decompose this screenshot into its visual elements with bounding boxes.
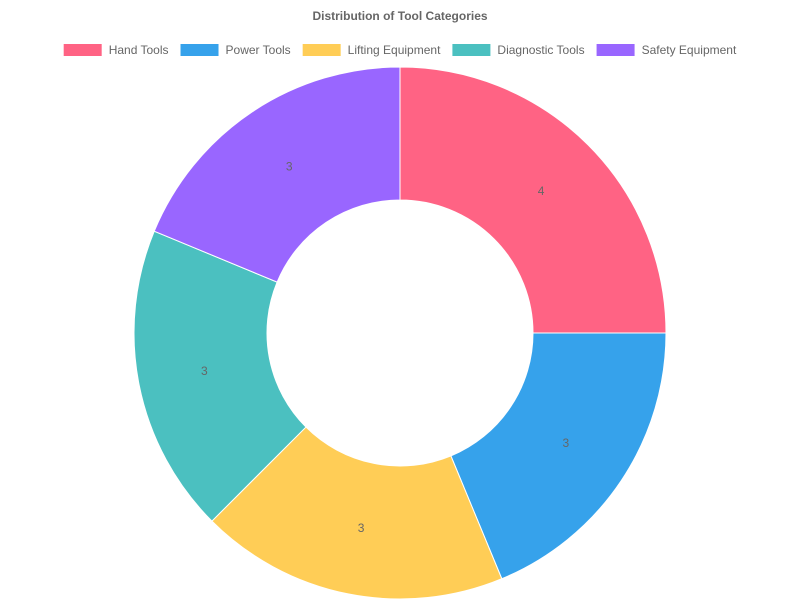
legend-label: Hand Tools [109, 43, 169, 57]
data-label: 3 [286, 159, 293, 173]
legend: Hand Tools Power Tools Lifting Equipment Di… [63, 43, 737, 57]
data-label: 3 [358, 521, 365, 535]
slice [153, 66, 401, 283]
legend-swatch [596, 44, 635, 56]
slice [450, 332, 667, 580]
legend-label: Diagnostic Tools [497, 43, 584, 57]
slice [133, 230, 307, 522]
legend-swatch [302, 44, 341, 56]
data-label: 3 [563, 436, 570, 450]
slice [211, 426, 503, 600]
data-label: 4 [538, 184, 545, 198]
legend-swatch [452, 44, 491, 56]
legend-swatch [63, 44, 102, 56]
legend-label: Power Tools [226, 43, 291, 57]
legend-label: Safety Equipment [642, 43, 737, 57]
chart-title: Distribution of Tool Categories [312, 9, 487, 23]
data-label: 3 [201, 364, 208, 378]
slice [399, 66, 667, 334]
legend-label: Lifting Equipment [348, 43, 441, 57]
legend-swatch [180, 44, 219, 56]
